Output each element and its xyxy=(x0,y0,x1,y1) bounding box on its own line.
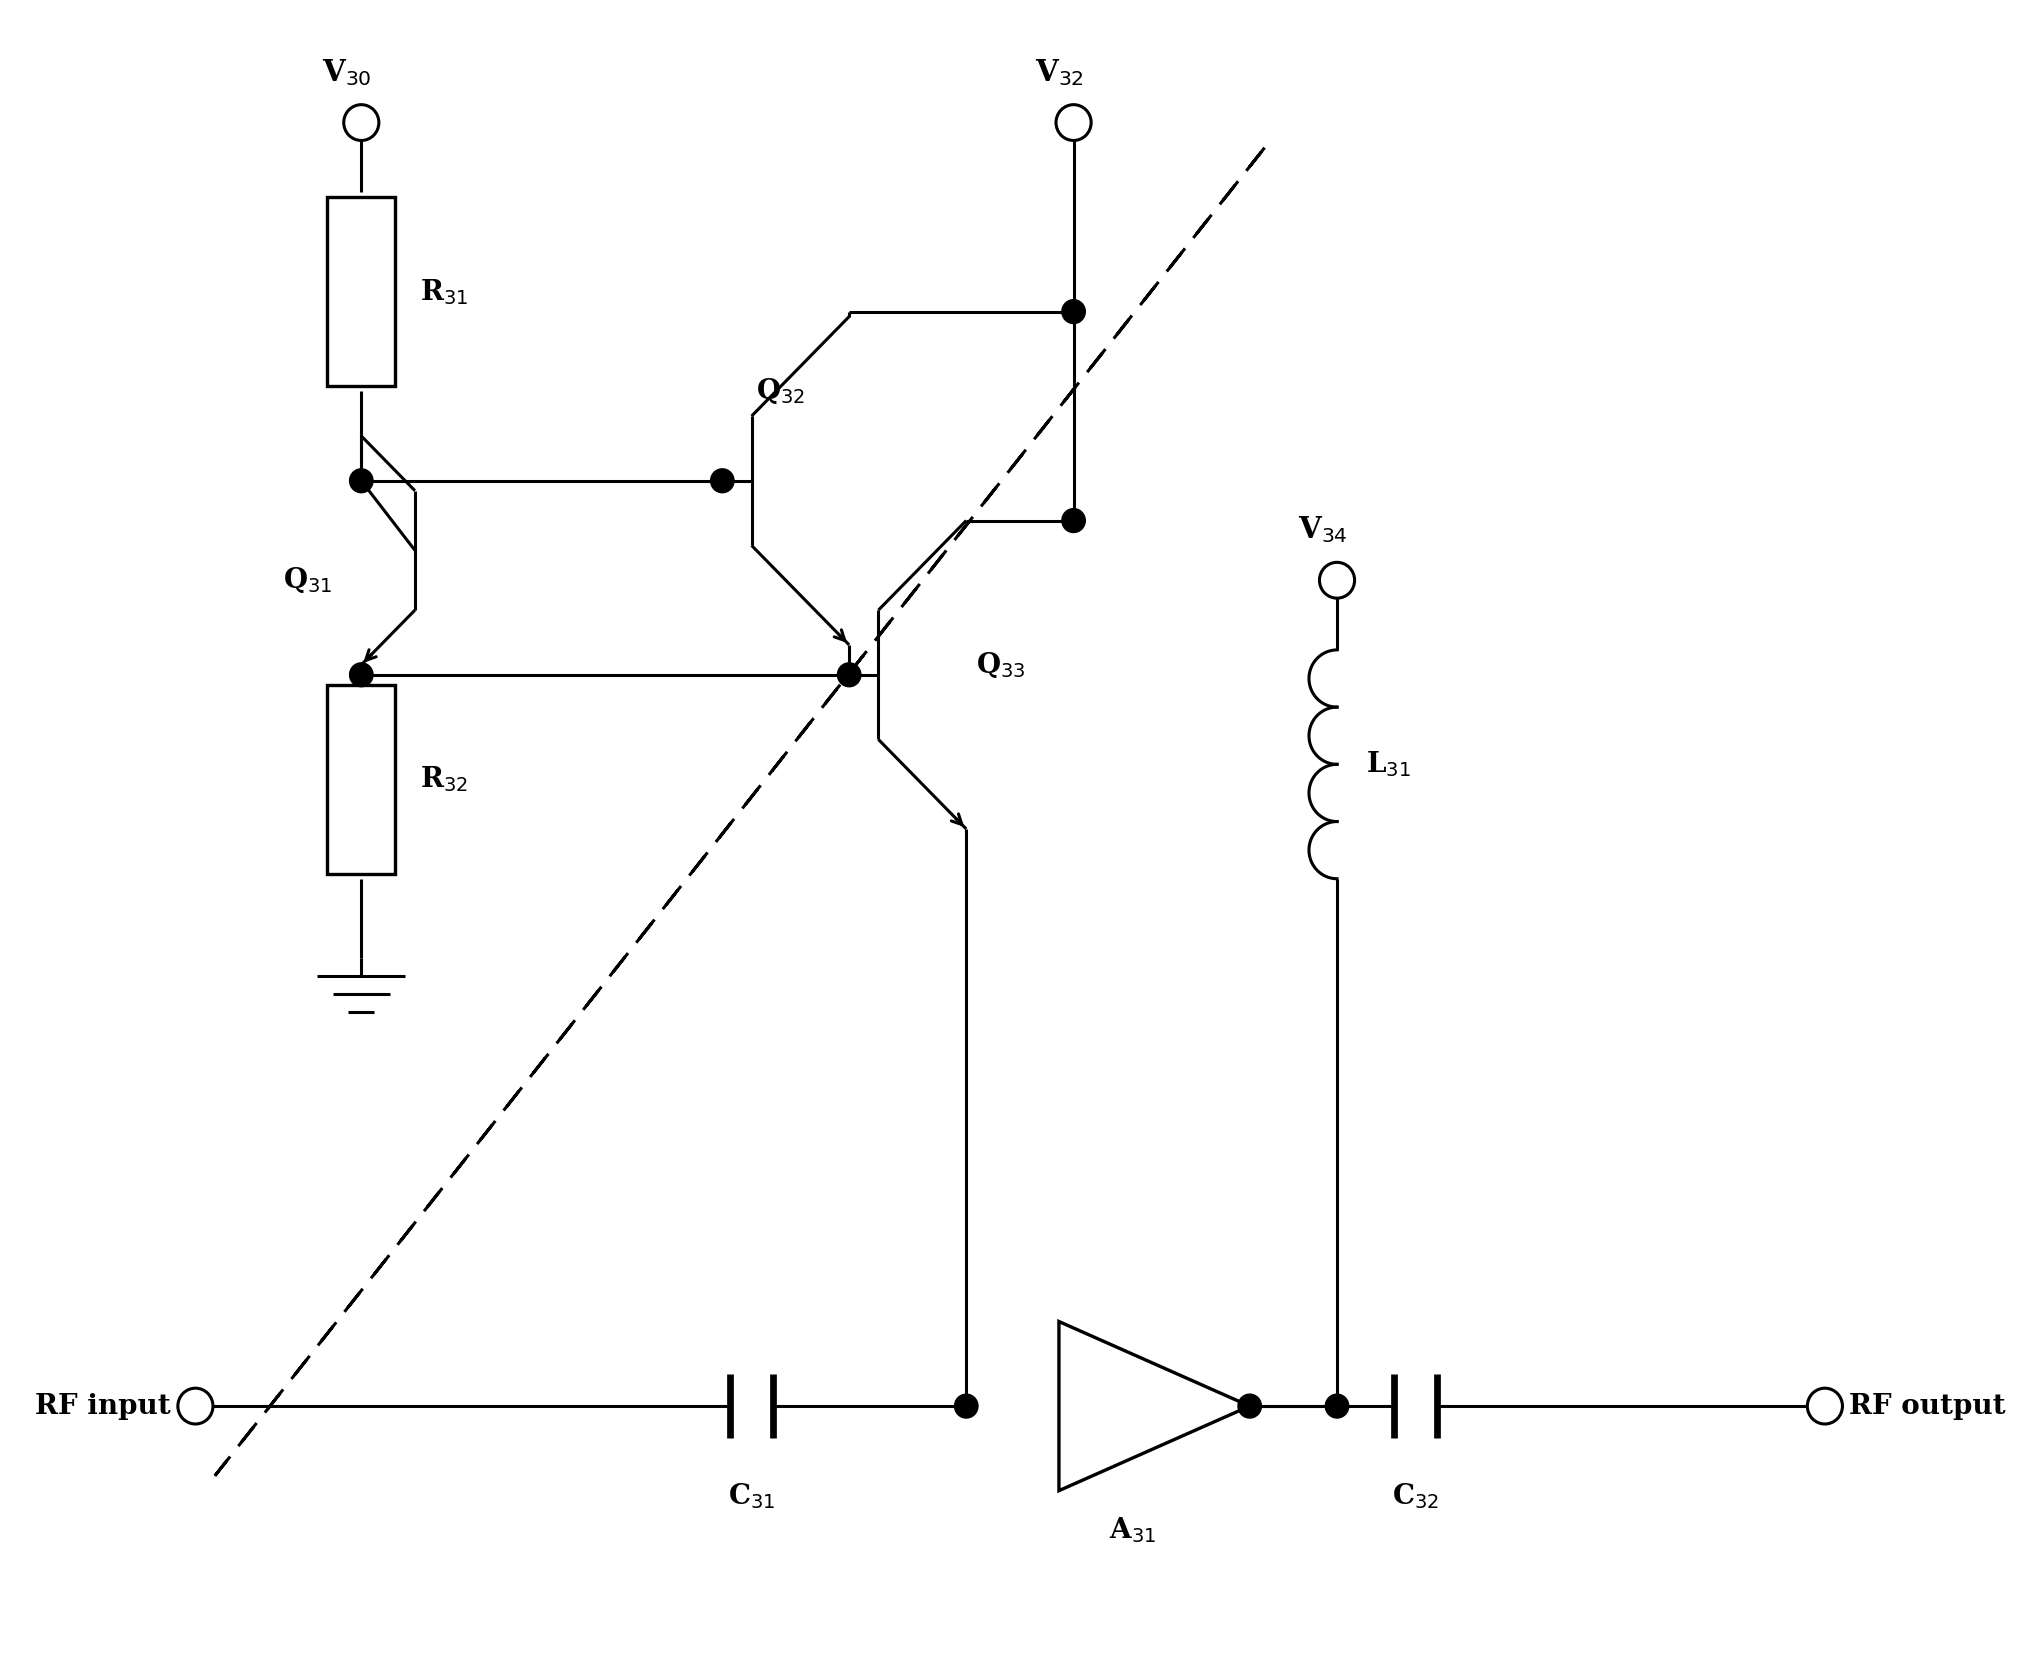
Circle shape xyxy=(1239,1394,1261,1418)
Circle shape xyxy=(350,469,372,493)
Text: V$_{34}$: V$_{34}$ xyxy=(1298,514,1347,546)
Text: Q$_{31}$: Q$_{31}$ xyxy=(282,566,331,596)
Circle shape xyxy=(838,664,861,687)
Circle shape xyxy=(1057,105,1091,141)
Circle shape xyxy=(343,105,378,141)
Text: R$_{32}$: R$_{32}$ xyxy=(419,765,468,795)
Bar xyxy=(327,685,394,874)
Text: RF input: RF input xyxy=(35,1392,172,1420)
Text: V$_{30}$: V$_{30}$ xyxy=(321,56,372,88)
Text: A$_{31}$: A$_{31}$ xyxy=(1108,1516,1155,1545)
Text: RF output: RF output xyxy=(1850,1392,2005,1420)
Circle shape xyxy=(1063,300,1085,324)
Text: R$_{31}$: R$_{31}$ xyxy=(419,277,468,307)
Text: C$_{31}$: C$_{31}$ xyxy=(728,1481,775,1510)
Bar xyxy=(327,197,394,387)
Circle shape xyxy=(1063,509,1085,533)
Circle shape xyxy=(1807,1389,1842,1423)
Text: L$_{31}$: L$_{31}$ xyxy=(1365,750,1410,780)
Circle shape xyxy=(955,1394,977,1418)
Circle shape xyxy=(350,664,372,687)
Text: V$_{32}$: V$_{32}$ xyxy=(1034,56,1083,88)
Circle shape xyxy=(178,1389,213,1423)
Circle shape xyxy=(711,469,734,493)
Circle shape xyxy=(1325,1394,1349,1418)
Text: Q$_{33}$: Q$_{33}$ xyxy=(975,650,1026,680)
Circle shape xyxy=(1320,562,1355,599)
Text: C$_{32}$: C$_{32}$ xyxy=(1392,1481,1439,1510)
Text: Q$_{32}$: Q$_{32}$ xyxy=(756,377,805,406)
